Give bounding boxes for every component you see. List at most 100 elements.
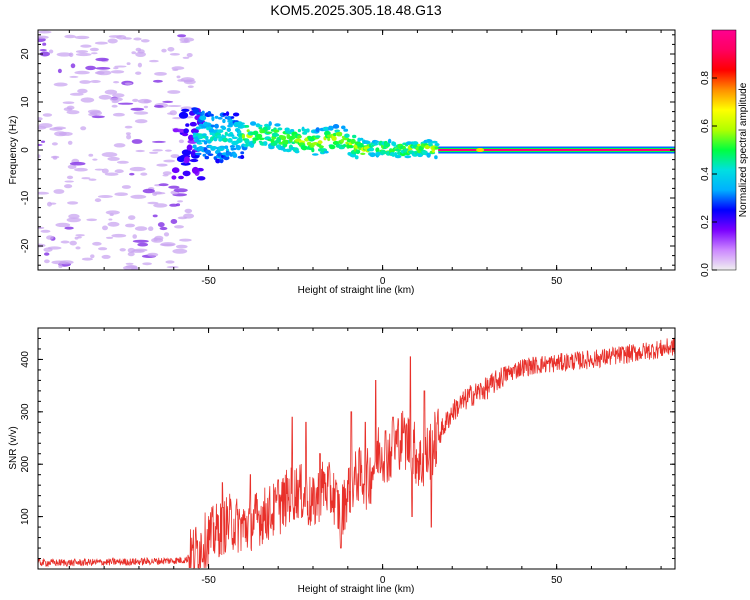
noise-blob bbox=[126, 62, 131, 65]
spectrogram-plot: -50 0 50 -20 -10 0 10 20 Height of straight lin… bbox=[8, 29, 676, 296]
band-mark bbox=[341, 125, 346, 130]
band-mark bbox=[224, 116, 228, 120]
band-mark bbox=[355, 149, 361, 155]
noise-blob bbox=[135, 51, 147, 58]
noise-blob bbox=[165, 260, 175, 264]
noise-blob bbox=[69, 161, 86, 166]
noise-blob bbox=[134, 119, 148, 124]
noise-blob bbox=[124, 125, 133, 129]
band-mark bbox=[204, 155, 210, 160]
noise-blob bbox=[113, 143, 126, 148]
noise-blob bbox=[74, 35, 90, 40]
band-mark bbox=[202, 133, 207, 137]
snr-ticks: -50 0 50 100 200 300 400 bbox=[20, 328, 675, 586]
band-mark bbox=[317, 140, 323, 145]
noise-blob bbox=[102, 225, 108, 231]
noise-blob bbox=[105, 210, 120, 215]
band-mark bbox=[222, 118, 226, 124]
band-mark bbox=[301, 145, 308, 151]
noise-blob bbox=[163, 232, 170, 237]
band-mark bbox=[318, 145, 324, 149]
noise-blob bbox=[167, 90, 181, 94]
noise-blob bbox=[85, 65, 96, 71]
noise-blob bbox=[176, 75, 181, 79]
noise-blob bbox=[38, 123, 53, 128]
snr-xlabel: Height of straight line (km) bbox=[298, 584, 415, 595]
noise-blob bbox=[135, 71, 142, 75]
band-mark bbox=[404, 155, 412, 159]
band-mark bbox=[350, 138, 356, 144]
noise-blob bbox=[57, 68, 62, 74]
noise-blob bbox=[184, 208, 193, 214]
snr-frame bbox=[37, 327, 676, 570]
noise-blob bbox=[66, 175, 74, 180]
noise-blob bbox=[39, 51, 51, 57]
noise-blob bbox=[166, 105, 182, 107]
noise-blob bbox=[140, 172, 148, 176]
noise-blob bbox=[121, 185, 131, 189]
band-mark bbox=[265, 131, 273, 134]
noise-blob bbox=[88, 153, 94, 157]
noise-blob bbox=[91, 115, 105, 119]
band-mark bbox=[239, 122, 245, 125]
band-mark bbox=[277, 127, 283, 131]
transition-blob bbox=[181, 132, 189, 137]
spectrogram-ylabel: Frequency (Hz) bbox=[8, 116, 19, 185]
noise-blob bbox=[133, 111, 149, 115]
noise-blob bbox=[77, 88, 88, 94]
band-mark bbox=[359, 143, 364, 148]
band-mark bbox=[347, 145, 354, 149]
band-mark bbox=[210, 124, 216, 128]
noise-blob bbox=[80, 44, 92, 48]
noise-blob bbox=[175, 244, 188, 249]
noise-blob bbox=[38, 117, 43, 121]
noise-blob bbox=[48, 49, 54, 54]
noise-blob bbox=[169, 53, 180, 56]
band-mark bbox=[327, 137, 331, 142]
noise-blob bbox=[38, 30, 52, 34]
band-mark bbox=[236, 145, 241, 151]
noise-blob bbox=[63, 107, 73, 111]
noise-blob bbox=[166, 266, 179, 269]
noise-blob bbox=[152, 214, 158, 218]
noise-blob bbox=[114, 192, 128, 196]
band-mark bbox=[201, 110, 205, 116]
noise-blob bbox=[86, 218, 98, 222]
transition-blob bbox=[190, 128, 199, 134]
noise-blob bbox=[127, 251, 135, 257]
noise-blob bbox=[179, 40, 191, 44]
noise-blob bbox=[66, 110, 80, 115]
band-mark bbox=[220, 145, 226, 149]
band-mark bbox=[312, 153, 319, 156]
noise-blob bbox=[125, 223, 135, 228]
band-mark bbox=[232, 154, 237, 158]
band-mark bbox=[237, 139, 242, 143]
y-tick-label: 10 bbox=[20, 96, 31, 108]
line-core bbox=[438, 149, 675, 151]
band-mark bbox=[387, 138, 392, 144]
noise-blob bbox=[55, 222, 71, 228]
band-mark bbox=[263, 141, 268, 146]
noise-blob bbox=[67, 164, 77, 169]
band-mark bbox=[359, 137, 364, 141]
y-tick-label: 200 bbox=[20, 455, 31, 472]
band-mark bbox=[289, 129, 295, 133]
y-tick-label: -20 bbox=[20, 238, 31, 253]
noise-blob bbox=[116, 160, 129, 164]
band-mark bbox=[250, 121, 257, 126]
band-mark bbox=[231, 136, 238, 140]
transition-blob bbox=[171, 167, 180, 174]
noise-blob bbox=[131, 139, 143, 144]
band-mark bbox=[314, 135, 321, 139]
figure-title: KOM5.2025.305.18.48.G13 bbox=[270, 2, 441, 18]
band-mark bbox=[202, 153, 207, 157]
noise-blob bbox=[105, 236, 114, 239]
noise-blob bbox=[177, 216, 188, 220]
band-mark bbox=[431, 140, 438, 144]
noise-blob bbox=[92, 158, 98, 161]
band-mark bbox=[352, 134, 357, 139]
noise-blob bbox=[54, 131, 67, 137]
band-mark bbox=[221, 137, 229, 142]
noise-blob bbox=[125, 132, 131, 136]
band-mark bbox=[246, 129, 250, 133]
